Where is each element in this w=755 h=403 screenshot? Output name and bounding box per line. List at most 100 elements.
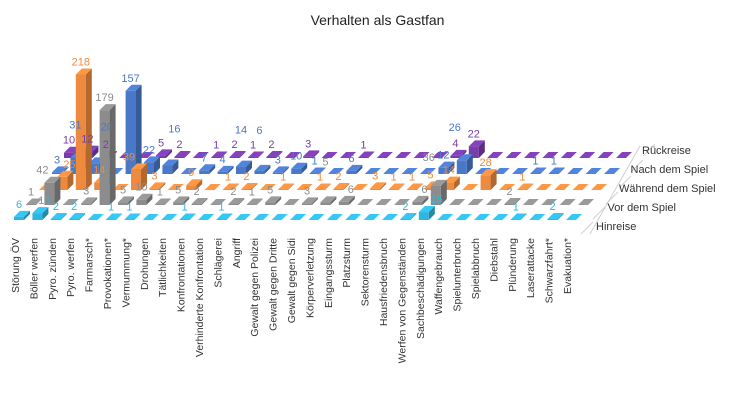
data-label: 14 — [235, 125, 247, 137]
bar-side — [490, 169, 497, 190]
bar-top — [236, 160, 252, 167]
bar-top — [302, 197, 318, 204]
data-label: 3 — [304, 185, 310, 197]
bar — [162, 159, 179, 174]
bar-top — [278, 183, 295, 190]
bar-top — [585, 168, 602, 174]
category-label: Konfrontationen — [176, 238, 188, 312]
data-label: 1 — [225, 171, 231, 183]
bar-top — [542, 152, 559, 158]
bar-top — [125, 84, 142, 91]
bar — [328, 168, 344, 175]
bar — [449, 199, 466, 206]
bar-top — [44, 176, 61, 183]
bar-top — [449, 199, 466, 205]
bar-top — [456, 154, 473, 161]
bar — [315, 183, 331, 190]
bar-top — [320, 196, 337, 203]
bar-side — [422, 195, 429, 205]
bar — [253, 214, 270, 221]
bar — [75, 68, 92, 190]
bar-front — [517, 189, 528, 190]
bar-side — [410, 212, 417, 220]
bar-front — [254, 170, 265, 174]
bar — [394, 199, 410, 206]
bar — [210, 199, 226, 206]
bar — [125, 84, 142, 174]
bar — [567, 168, 584, 175]
bar — [241, 182, 258, 190]
bar — [326, 214, 343, 221]
data-label: 25 — [63, 159, 75, 171]
bar-front — [315, 189, 325, 190]
bar-top — [376, 152, 393, 158]
bar — [364, 168, 381, 175]
bar — [467, 199, 484, 206]
bar — [173, 196, 190, 205]
bar-top — [579, 152, 596, 158]
bar-top — [186, 179, 203, 186]
bar-front — [186, 185, 197, 190]
bar-side — [209, 164, 216, 174]
bar-front — [530, 173, 541, 174]
category-label: Angriff — [231, 238, 243, 268]
bar-top — [291, 162, 308, 169]
data-label: 3 — [151, 170, 157, 182]
bar — [345, 214, 362, 221]
bar — [474, 214, 490, 221]
data-label: 1 — [182, 201, 188, 213]
bar-top — [333, 182, 350, 189]
category-label: Plünderung — [507, 238, 519, 292]
bar-top — [517, 183, 534, 190]
bar-side — [558, 167, 565, 174]
bar-top — [283, 199, 300, 205]
bar-front — [309, 173, 320, 174]
data-label: 15 — [431, 194, 443, 206]
bar-top — [229, 150, 246, 157]
data-label: 4 — [220, 154, 226, 166]
bar-side — [325, 183, 331, 190]
bar-side — [319, 167, 326, 174]
bar-front — [57, 176, 68, 190]
data-label: 1 — [213, 139, 219, 151]
bar-side — [258, 151, 264, 158]
bar — [437, 214, 454, 221]
bar-top — [604, 168, 620, 174]
bar-top — [450, 149, 467, 156]
bar — [265, 196, 282, 205]
bar-side — [440, 179, 447, 205]
bar — [535, 184, 552, 191]
bar-top — [541, 199, 558, 205]
bar-side — [276, 150, 283, 158]
data-label: 1 — [519, 171, 525, 183]
bar — [321, 152, 338, 159]
data-label: 2 — [53, 201, 59, 213]
bar-top — [388, 183, 405, 190]
bar-front — [199, 170, 210, 174]
data-label: 9 — [188, 167, 194, 179]
bar-front — [216, 219, 227, 220]
bar-front — [468, 146, 479, 158]
bar-top — [412, 195, 429, 202]
bar — [234, 214, 251, 221]
bar — [144, 156, 160, 174]
bar-front — [358, 157, 369, 158]
bar-top — [326, 214, 343, 220]
bar-top — [418, 206, 435, 213]
category-label: Schwarzfahrt* — [544, 238, 556, 303]
data-label: 179 — [95, 92, 113, 104]
bar-side — [42, 207, 49, 220]
data-label: 3 — [372, 170, 378, 182]
depth-gridline — [618, 175, 632, 189]
bar-top — [144, 156, 160, 163]
bar-top — [112, 184, 129, 190]
bar-side — [368, 151, 375, 158]
bar-front — [124, 219, 135, 220]
data-label: 1 — [551, 155, 557, 167]
bar-side — [313, 150, 320, 158]
bar-front — [131, 169, 141, 190]
bar-side — [221, 151, 228, 158]
bar-top — [548, 167, 565, 174]
bar — [272, 166, 289, 174]
bar-top — [443, 176, 460, 183]
